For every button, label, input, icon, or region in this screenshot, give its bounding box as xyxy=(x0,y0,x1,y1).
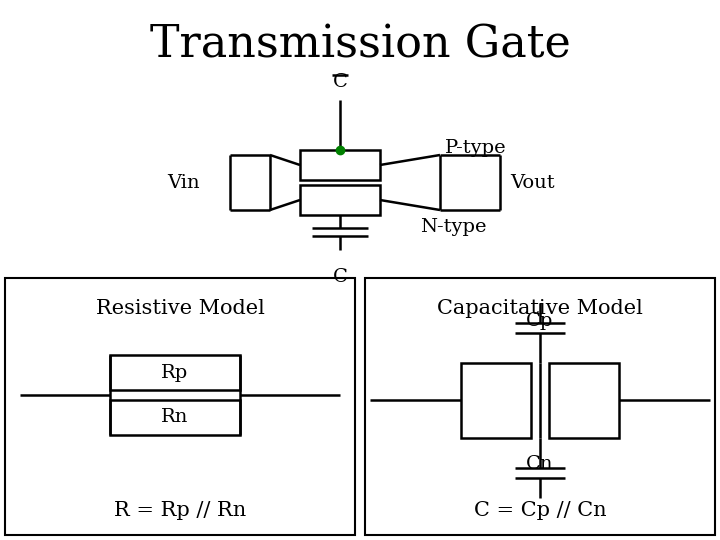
Bar xyxy=(300,185,380,215)
Text: Cp: Cp xyxy=(526,312,554,330)
Bar xyxy=(110,355,240,390)
Text: Resistive Model: Resistive Model xyxy=(96,299,264,318)
Bar xyxy=(300,150,380,180)
Bar xyxy=(549,362,619,437)
Bar xyxy=(461,362,531,437)
Bar xyxy=(5,278,355,535)
Text: C: C xyxy=(333,268,348,286)
Text: Transmission Gate: Transmission Gate xyxy=(150,23,570,66)
Text: N-type: N-type xyxy=(420,218,487,236)
Text: Vout: Vout xyxy=(510,174,554,192)
Text: Cn: Cn xyxy=(526,455,554,473)
Bar xyxy=(365,278,715,535)
Text: P-type: P-type xyxy=(445,139,507,157)
Text: Capacitative Model: Capacitative Model xyxy=(437,299,643,318)
Text: C = Cp // Cn: C = Cp // Cn xyxy=(474,501,606,519)
Text: Vin: Vin xyxy=(167,174,200,192)
Text: Rn: Rn xyxy=(161,408,189,427)
Text: C: C xyxy=(333,73,348,91)
Text: R = Rp // Rn: R = Rp // Rn xyxy=(114,501,246,519)
Text: Rp: Rp xyxy=(161,363,189,381)
Bar xyxy=(110,400,240,435)
